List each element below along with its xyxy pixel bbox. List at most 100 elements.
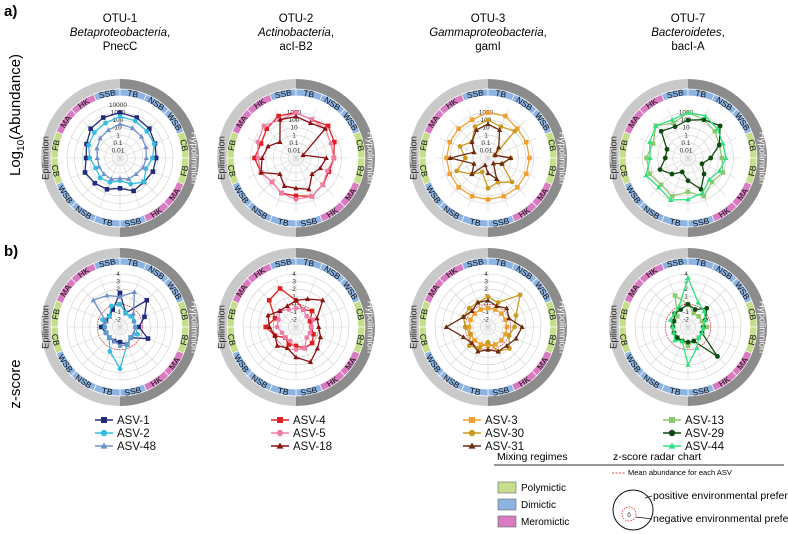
- data-point: [508, 155, 514, 160]
- data-point: [124, 341, 130, 347]
- otu-title-3: OTU-3 Gammaproteobacteria, gamI: [429, 13, 547, 53]
- lake-label: FB: [546, 333, 558, 346]
- epilimnion-band: [609, 79, 688, 237]
- hypolimnion-label: Hypolimnion: [365, 301, 376, 353]
- data-point: [499, 311, 504, 316]
- legend-inner-circle: [621, 506, 637, 522]
- epilimnion-label: Epilimnion: [41, 305, 52, 349]
- data-point: [309, 171, 315, 177]
- data-point: [258, 169, 264, 175]
- data-point: [274, 324, 280, 330]
- data-point: [143, 166, 149, 172]
- data-point: [469, 308, 475, 313]
- tick-label: 3: [292, 279, 296, 286]
- data-point: [503, 331, 508, 337]
- data-point: [701, 171, 707, 177]
- data-point: [471, 149, 477, 155]
- data-point: [691, 310, 697, 316]
- grid-spoke: [438, 157, 489, 179]
- data-point: [702, 113, 708, 119]
- data-point: [485, 305, 491, 311]
- epilimnion-band: [41, 248, 120, 406]
- data-point: [293, 354, 299, 360]
- lake-label: TB: [277, 385, 290, 397]
- data-point: [695, 299, 701, 305]
- data-point: [485, 346, 491, 352]
- data-point: [100, 115, 106, 120]
- data-point: [131, 188, 136, 194]
- grid-spoke: [295, 277, 317, 328]
- data-point: [492, 152, 498, 158]
- hypolimnion-label: Hypolimnion: [557, 132, 568, 184]
- legend-label: ASV-48: [117, 441, 156, 453]
- data-point: [469, 340, 475, 346]
- tick-label: 4: [684, 271, 688, 278]
- hypolimnion-band: [296, 248, 375, 406]
- data-point: [447, 155, 453, 160]
- data-point: [151, 141, 157, 147]
- data-point: [692, 307, 698, 312]
- data-point: [277, 286, 283, 291]
- data-point: [699, 318, 705, 324]
- data-point: [501, 194, 507, 199]
- legend-label: ASV-4: [293, 415, 326, 427]
- data-point: [132, 324, 138, 329]
- data-point: [311, 317, 316, 323]
- data-point: [136, 324, 142, 330]
- hypolimnion-band: [296, 79, 375, 237]
- data-point: [317, 165, 323, 171]
- data-point: [331, 155, 337, 161]
- data-point: [117, 339, 123, 345]
- data-point: [504, 305, 510, 311]
- data-point: [492, 307, 498, 312]
- data-point: [672, 124, 678, 130]
- data-point: [708, 155, 714, 161]
- tick-label: -1: [483, 309, 489, 316]
- grid-spoke: [295, 157, 317, 208]
- data-point: [676, 303, 682, 309]
- data-point: [485, 197, 491, 202]
- lake-label: FB: [354, 333, 366, 346]
- data-point: [716, 168, 722, 173]
- lake-segment: [226, 157, 240, 185]
- lake-label: FB: [226, 308, 238, 321]
- data-point: [650, 141, 656, 146]
- data-point: [709, 179, 715, 185]
- data-point: [679, 338, 685, 343]
- data-point: [696, 334, 702, 340]
- tick-label: 3: [116, 279, 120, 286]
- data-point: [264, 126, 269, 131]
- lake-label: TB: [126, 257, 139, 269]
- lake-label: TB: [126, 88, 139, 100]
- data-point: [266, 297, 272, 303]
- legend-swatch-polymictic: [497, 481, 517, 494]
- data-point: [128, 334, 134, 340]
- tick-label: 100: [289, 117, 300, 124]
- data-point: [97, 175, 103, 181]
- data-point: [685, 339, 691, 345]
- hypolimnion-band: [688, 248, 767, 406]
- lake-label: TB: [494, 88, 507, 100]
- data-point: [495, 348, 501, 354]
- lake-label: CB: [226, 164, 238, 178]
- otu-taxon: Gammaproteobacteria: [429, 27, 543, 39]
- legend-label: ASV-18: [293, 441, 332, 453]
- lake-label: CB: [746, 138, 758, 152]
- hypolimnion-label: Hypolimnion: [189, 301, 200, 353]
- data-point: [462, 155, 468, 161]
- grid-spoke: [119, 326, 141, 377]
- data-point: [457, 144, 463, 149]
- grid-spoke: [275, 277, 297, 328]
- data-point: [108, 303, 114, 309]
- data-point: [460, 314, 467, 319]
- data-point: [658, 128, 664, 134]
- lake-segment: [418, 157, 432, 185]
- ylabel-abundance: Log10(Abundance): [7, 54, 27, 176]
- grid-spoke: [687, 137, 738, 159]
- tick-label: 4: [116, 271, 120, 278]
- hypolimnion-band: [488, 79, 567, 237]
- lake-label: FB: [546, 164, 558, 177]
- otu-lineage: PnecC: [103, 41, 138, 53]
- data-point: [495, 179, 501, 185]
